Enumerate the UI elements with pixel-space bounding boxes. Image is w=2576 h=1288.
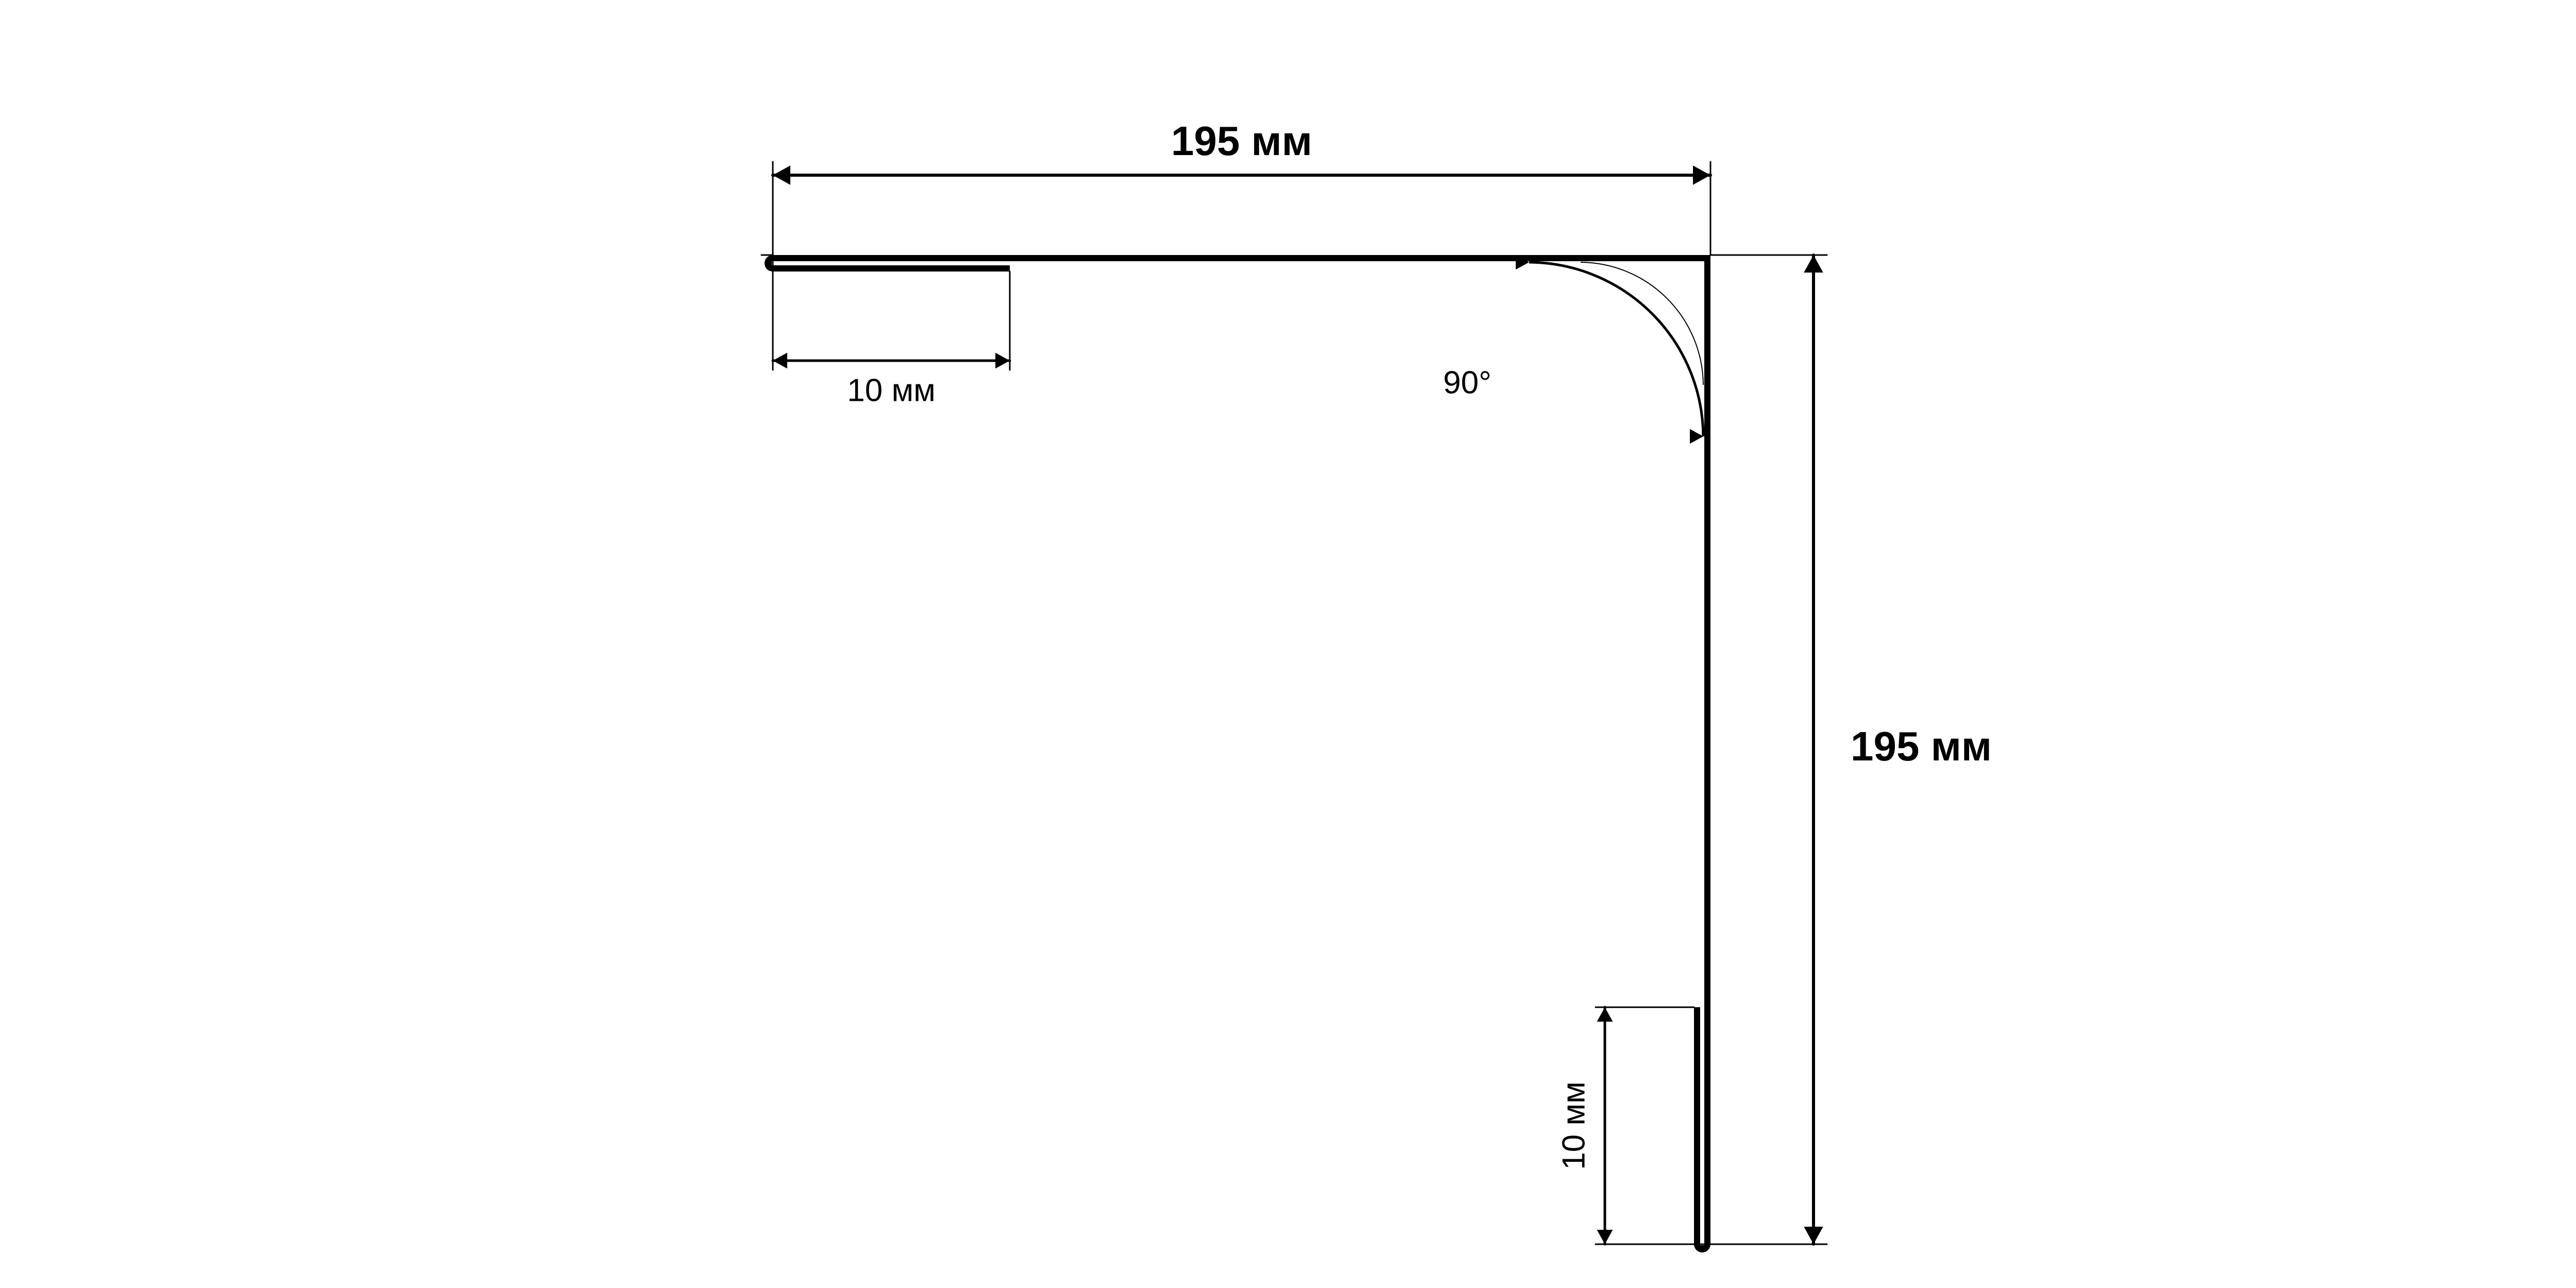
dimension-top-label: 195 мм: [1171, 118, 1312, 164]
dimension-right: 195 мм: [1710, 255, 1992, 1244]
dimension-right-label: 195 мм: [1851, 723, 1992, 769]
angle-label: 90°: [1443, 365, 1492, 400]
drawing-svg: 195 мм 195 мм 10 мм 10 мм 90°: [0, 0, 2576, 1288]
dimension-hem-top: 10 мм: [773, 255, 1010, 408]
angle-annotation: 90°: [1443, 255, 1703, 444]
dimension-top: 195 мм: [761, 118, 1722, 255]
dimension-hem-bottom-label: 10 мм: [1556, 1081, 1592, 1170]
dimension-hem-top-label: 10 мм: [847, 372, 935, 408]
technical-drawing: 195 мм 195 мм 10 мм 10 мм 90°: [0, 0, 2576, 1288]
dimension-hem-bottom: 10 мм: [1556, 1007, 1710, 1244]
